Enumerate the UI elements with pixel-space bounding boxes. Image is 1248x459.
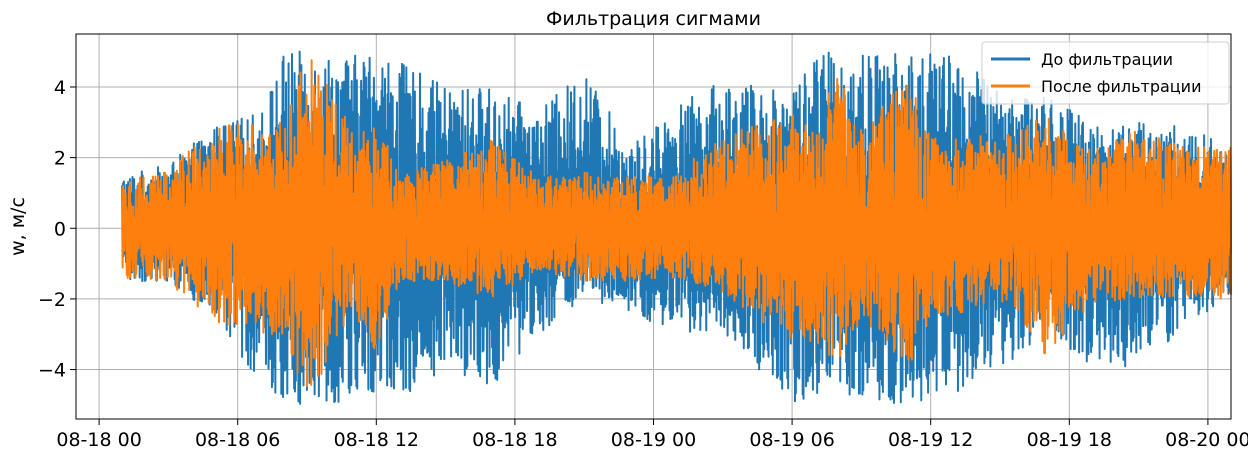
y-tick-label: 0 (54, 218, 66, 240)
x-tick-label: 08-19 12 (888, 429, 973, 451)
x-tick-label: 08-18 06 (195, 429, 280, 451)
y-tick-label: 4 (54, 77, 66, 99)
y-tick-label: −4 (38, 360, 66, 382)
y-axis: −4 −2 0 2 4 (38, 77, 76, 382)
legend-label-before-filter: До фильтрации (1041, 50, 1173, 69)
x-axis: 08-18 00 08-18 06 08-18 12 08-18 18 08-19 00… (56, 419, 1248, 451)
x-tick-label: 08-18 12 (334, 429, 419, 451)
y-axis-label: w, м/с (7, 197, 29, 256)
series-line (121, 59, 1232, 387)
legend: До фильтрации После фильтрации (981, 41, 1230, 105)
x-tick-label: 08-18 00 (56, 429, 141, 451)
chart-title: Фильтрация сигмами (546, 8, 761, 30)
series-layer (121, 50, 1232, 405)
x-tick-label: 08-19 00 (611, 429, 696, 451)
series-after-filter (121, 59, 1232, 387)
x-tick-label: 08-20 00 (1165, 429, 1248, 451)
y-tick-label: −2 (38, 289, 66, 311)
legend-box (981, 41, 1230, 105)
legend-label-after-filter: После фильтрации (1041, 77, 1201, 96)
y-tick-label: 2 (54, 148, 66, 170)
x-tick-label: 08-18 18 (472, 429, 557, 451)
x-tick-label: 08-19 06 (749, 429, 834, 451)
x-tick-label: 08-19 18 (1027, 429, 1112, 451)
